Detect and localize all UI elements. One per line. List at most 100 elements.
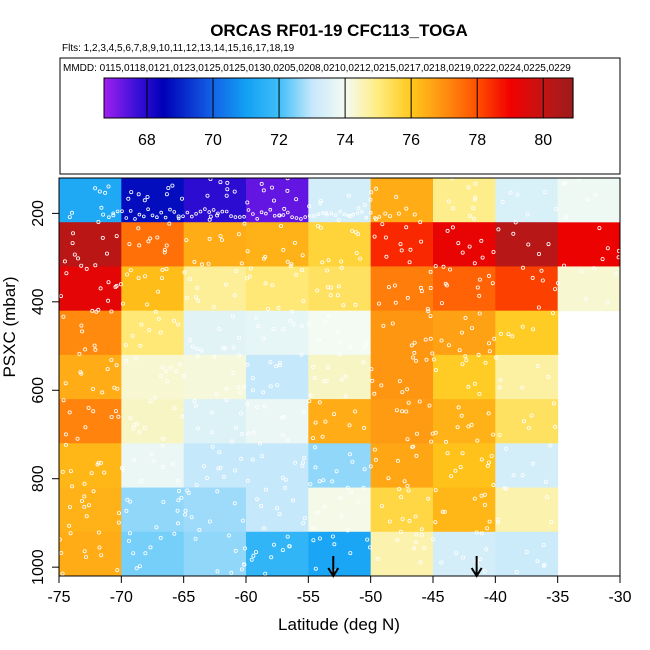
colorbar-strip xyxy=(183,78,187,118)
sample-point xyxy=(585,197,590,202)
sample-point xyxy=(486,273,491,278)
sample-point xyxy=(369,190,374,195)
colorbar-strip xyxy=(413,78,417,118)
colorbar-strip xyxy=(455,78,459,118)
sample-point xyxy=(101,212,106,217)
colorbar-strip xyxy=(256,78,260,118)
sample-point xyxy=(134,566,139,571)
sample-point xyxy=(486,341,491,346)
sample-point xyxy=(146,207,150,212)
y-axis: 200 400 600 800 1000 xyxy=(30,200,59,585)
sample-point xyxy=(474,530,479,535)
sample-point xyxy=(244,276,249,281)
heatmap-cell xyxy=(121,266,185,312)
y-tick-label: 200 xyxy=(30,200,47,227)
colorbar-strip xyxy=(113,78,117,118)
sample-point xyxy=(339,514,344,519)
sample-point xyxy=(362,344,367,349)
sample-point xyxy=(96,460,101,465)
sample-point xyxy=(339,259,344,264)
colorbar-strip xyxy=(223,78,227,118)
sample-point xyxy=(510,334,515,339)
sample-point xyxy=(151,459,156,464)
colorbar-strip xyxy=(251,78,255,118)
sample-point xyxy=(328,293,333,298)
sample-point xyxy=(490,281,495,286)
sample-point xyxy=(217,326,222,331)
colorbar-strip xyxy=(354,78,358,118)
heatmap-cell xyxy=(59,531,122,577)
sample-point xyxy=(313,465,318,470)
sample-point xyxy=(365,537,370,542)
sample-point xyxy=(190,214,194,219)
sample-point xyxy=(489,453,494,458)
sample-point xyxy=(379,383,384,388)
sample-point xyxy=(192,259,197,264)
sample-point xyxy=(130,333,135,338)
heatmap-cell xyxy=(433,531,496,577)
sample-point xyxy=(181,214,185,219)
sample-point xyxy=(466,384,471,389)
sample-point xyxy=(234,425,239,430)
sample-point xyxy=(485,526,490,531)
sample-point xyxy=(476,352,481,357)
sample-point xyxy=(90,308,95,313)
sample-point xyxy=(63,432,68,437)
sample-point xyxy=(376,301,381,306)
sample-point xyxy=(106,280,111,285)
sample-point xyxy=(317,400,322,405)
sample-point xyxy=(269,555,274,560)
colorbar-strip xyxy=(272,78,276,118)
colorbar-strip xyxy=(568,78,572,118)
colorbar-strip xyxy=(247,78,250,118)
sample-point xyxy=(207,519,212,524)
sample-point xyxy=(126,196,131,201)
heatmap-cell xyxy=(59,310,122,356)
sample-point xyxy=(337,352,342,357)
colorbar-strip xyxy=(352,78,356,118)
sample-point xyxy=(475,285,480,290)
sample-point xyxy=(70,210,75,215)
colorbar-strip xyxy=(422,78,426,118)
sample-point xyxy=(383,211,388,216)
sample-point xyxy=(256,324,261,329)
sample-point xyxy=(373,216,377,220)
sample-point xyxy=(242,384,247,389)
colorbar-strip xyxy=(162,78,166,118)
sample-point xyxy=(96,219,101,224)
sample-point xyxy=(322,504,327,509)
sample-point xyxy=(423,337,428,342)
sample-point xyxy=(265,306,270,311)
sample-point xyxy=(409,343,414,348)
sample-point xyxy=(199,348,204,353)
sample-point xyxy=(61,314,66,319)
sample-point xyxy=(182,512,187,517)
colorbar-strip xyxy=(305,78,309,118)
sample-point xyxy=(454,551,459,556)
sample-point xyxy=(164,266,169,271)
sample-point xyxy=(210,410,215,415)
sample-point xyxy=(261,256,266,261)
sample-point xyxy=(175,508,180,513)
sample-point xyxy=(111,213,116,218)
sample-point xyxy=(394,408,399,413)
sample-point xyxy=(294,197,299,202)
sample-point xyxy=(195,354,200,359)
sample-point xyxy=(83,347,88,352)
y-tick-label: 600 xyxy=(30,377,47,404)
sample-point xyxy=(239,261,244,266)
sample-point xyxy=(162,250,167,255)
heatmap-cell xyxy=(59,222,122,267)
colorbar-strip xyxy=(141,78,145,118)
sample-point xyxy=(231,345,236,350)
colorbar-strip xyxy=(139,78,143,118)
heatmap-cell xyxy=(433,354,496,400)
sample-point xyxy=(326,313,331,318)
colorbar-strip xyxy=(146,78,150,118)
sample-point xyxy=(203,207,207,211)
sample-point xyxy=(350,459,355,464)
sample-point xyxy=(180,414,185,419)
colorbar-strip xyxy=(359,78,363,118)
sample-point xyxy=(472,197,477,202)
colorbar-strip xyxy=(167,78,171,118)
